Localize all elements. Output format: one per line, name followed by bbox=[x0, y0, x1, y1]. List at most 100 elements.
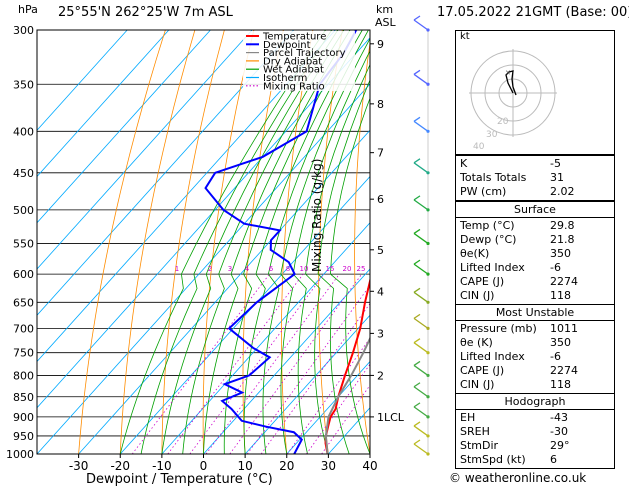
most-unstable-label: Lifted Index bbox=[460, 350, 525, 363]
surface-row: θe(K) 350 bbox=[460, 247, 610, 261]
wind-barb bbox=[413, 425, 429, 437]
wet-adiabat-line bbox=[140, 30, 333, 454]
surface-value: 21.8 bbox=[550, 233, 575, 246]
pressure-tick-label: 900 bbox=[13, 411, 34, 424]
wind-barb-flag bbox=[413, 116, 421, 122]
pressure-tick-label: 850 bbox=[13, 391, 34, 404]
surface-row: CAPE (J) 2274 bbox=[460, 275, 610, 289]
hodograph-stat-value: -43 bbox=[550, 411, 568, 424]
wet-adiabat-line bbox=[243, 30, 363, 454]
wind-barb-flag bbox=[413, 195, 421, 201]
isotherm-line bbox=[37, 30, 211, 224]
mixing-ratio-line bbox=[246, 284, 370, 454]
wind-barb-flag bbox=[413, 15, 421, 21]
isotherm-line bbox=[244, 314, 370, 454]
wind-barb bbox=[413, 342, 429, 354]
wet-adiabat-line bbox=[280, 37, 370, 454]
wind-barb-dot bbox=[426, 241, 430, 246]
wind-barb bbox=[413, 19, 429, 31]
mixing-ratio-label: 3 bbox=[228, 265, 232, 273]
temp-tick-label: 0 bbox=[200, 459, 208, 473]
wind-barb bbox=[413, 364, 429, 376]
legend-label: Isotherm bbox=[263, 73, 307, 84]
hodograph-plot: ✕ 20 30 40 bbox=[469, 49, 557, 152]
y-axis-label-right: Mixing Ratio (g/kg) bbox=[310, 158, 324, 272]
location-title: 25°55'N 262°25'W 7m ASL bbox=[58, 5, 233, 20]
legend-box bbox=[243, 31, 355, 91]
k-index-value: -5 bbox=[550, 157, 561, 170]
mixing-ratio-line bbox=[205, 273, 340, 454]
wet-adiabat-line bbox=[292, 50, 370, 454]
hodograph-stat-row: SREH -30 bbox=[460, 425, 610, 439]
wind-barb-flag bbox=[413, 421, 421, 427]
mixing-ratio-line bbox=[189, 273, 325, 454]
mixing-ratio-label: 20 bbox=[343, 265, 352, 273]
wind-barb-dot bbox=[426, 82, 430, 86]
surface-value: 350 bbox=[550, 247, 571, 260]
indices-panel: K -5 Totals Totals 31 PW (cm) 2.02 bbox=[455, 155, 615, 201]
surface-label: Lifted Index bbox=[460, 261, 525, 274]
surface-value: 29.8 bbox=[550, 219, 575, 232]
hodograph-unit-label: kt bbox=[460, 31, 470, 42]
dry-adiabat-line bbox=[119, 30, 196, 454]
most-unstable-label: CAPE (J) bbox=[460, 364, 505, 377]
temp-tick-label: -30 bbox=[69, 459, 89, 473]
legend-label: Parcel Trajectory bbox=[263, 48, 346, 59]
surface-row: Dewp (°C) 21.8 bbox=[460, 233, 610, 247]
most-unstable-value: -6 bbox=[550, 350, 561, 363]
mixing-ratio-line bbox=[286, 337, 370, 454]
wet-adiabat-line bbox=[223, 30, 357, 454]
hodograph-stat-label: StmSpd (kt) bbox=[460, 453, 526, 466]
pressure-tick-label: 450 bbox=[13, 167, 34, 180]
isotherm-line bbox=[37, 30, 253, 270]
km-tick-label: 2 bbox=[377, 369, 384, 382]
mixing-ratio-line bbox=[321, 384, 370, 454]
legend-label: Wet Adiabat bbox=[263, 65, 324, 76]
temp-tick-label: -20 bbox=[110, 459, 130, 473]
most-unstable-row: θe (K) 350 bbox=[460, 336, 610, 350]
surface-label: Dewp (°C) bbox=[460, 233, 517, 246]
svg-text:✕: ✕ bbox=[505, 69, 511, 77]
x-axis-label: Dewpoint / Temperature (°C) bbox=[86, 472, 273, 487]
wind-barb-dot bbox=[426, 171, 430, 175]
most-unstable-label: Pressure (mb) bbox=[460, 322, 537, 335]
temp-tick-label: 30 bbox=[321, 459, 336, 473]
surface-panel: Surface Temp (°C) 29.8 Dewp (°C) 21.8 θe(K) 3… bbox=[455, 201, 615, 305]
wind-barb bbox=[413, 386, 429, 398]
most-unstable-row: Lifted Index -6 bbox=[460, 350, 610, 364]
totals-value: 31 bbox=[550, 171, 564, 184]
hodograph-stat-label: StmDir bbox=[460, 439, 499, 452]
wind-barb-dot bbox=[426, 300, 430, 304]
surface-value: -6 bbox=[550, 261, 561, 274]
isotherm-line bbox=[203, 268, 370, 454]
hodograph-stat-value: 29° bbox=[550, 439, 570, 452]
hodograph-table-title: Hodograph bbox=[504, 395, 566, 408]
totals-label: Totals Totals bbox=[460, 171, 527, 184]
legend-label: Dewpoint bbox=[263, 40, 311, 51]
isotherm-line bbox=[37, 37, 370, 409]
asl-label: ASL bbox=[375, 16, 396, 29]
hodograph-panel: kt ✕ 20 30 40 bbox=[455, 30, 615, 155]
pressure-tick-label: 800 bbox=[13, 369, 34, 382]
dry-adiabat-line bbox=[354, 40, 370, 454]
wind-barb-flag bbox=[413, 382, 421, 388]
pressure-tick-label: 600 bbox=[13, 268, 34, 281]
most-unstable-value: 350 bbox=[550, 336, 571, 349]
isotherm-line bbox=[37, 30, 336, 363]
temp-tick-label: -10 bbox=[152, 459, 172, 473]
wind-barb bbox=[413, 120, 429, 132]
dry-adiabat-line bbox=[161, 30, 225, 454]
km-tick-label: 7 bbox=[377, 147, 384, 160]
temp-tick-label: 20 bbox=[279, 459, 294, 473]
most-unstable-panel: Most Unstable Pressure (mb) 1011 θe (K) 350… bbox=[455, 304, 615, 394]
km-tick-label: 3 bbox=[377, 327, 384, 340]
most-unstable-value: 2274 bbox=[550, 364, 578, 377]
wind-barb bbox=[413, 73, 429, 85]
series-parcel-trajectory-line bbox=[324, 336, 370, 454]
wet-adiabat-line bbox=[330, 97, 370, 454]
most-unstable-label: θe (K) bbox=[460, 336, 493, 349]
most-unstable-row: CIN (J) 118 bbox=[460, 378, 610, 392]
pressure-tick-label: 400 bbox=[13, 125, 34, 138]
hodograph-trace bbox=[505, 70, 517, 96]
